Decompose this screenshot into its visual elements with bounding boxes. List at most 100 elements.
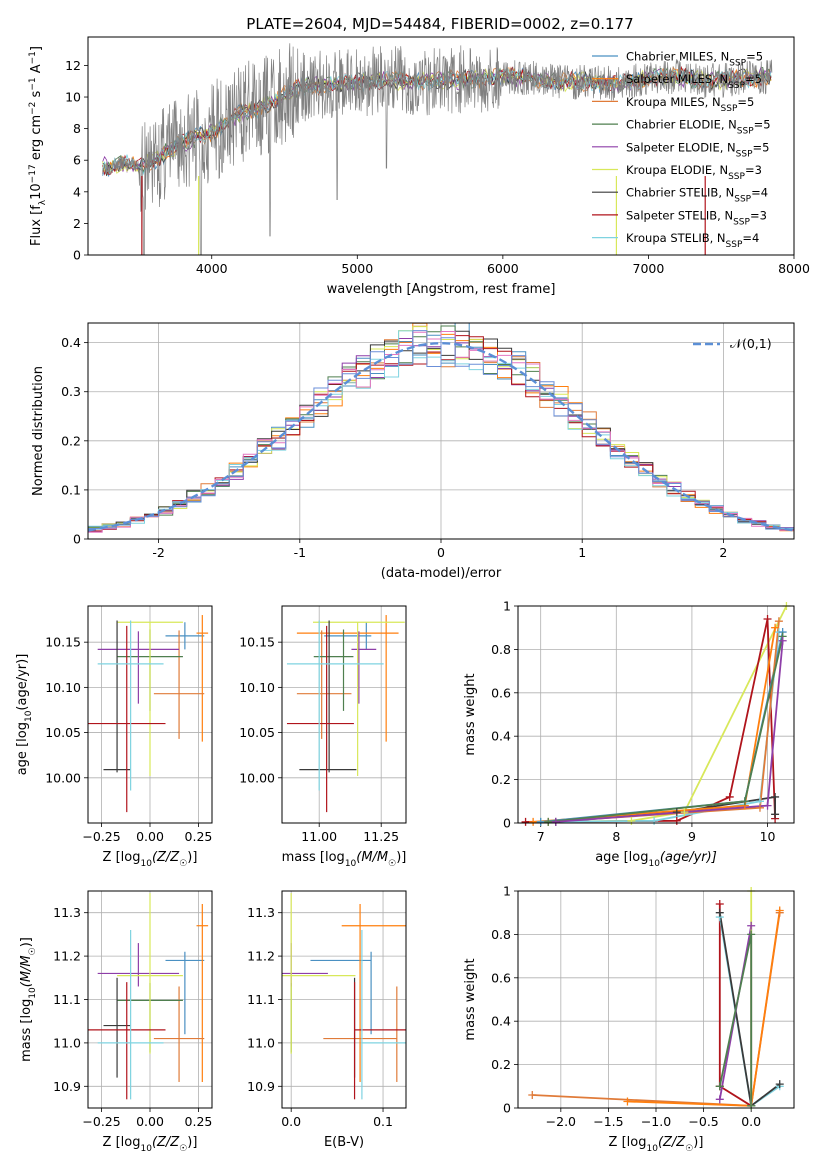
label-part: −2 xyxy=(28,102,38,115)
weight-marker xyxy=(774,617,783,626)
label-part: ☉ xyxy=(28,947,38,955)
axes-frame xyxy=(517,605,795,824)
weight-marker xyxy=(627,816,636,825)
weight-marker xyxy=(755,803,764,812)
x-axis-label: Z [log10(Z/Z☉)] xyxy=(609,1135,704,1154)
label-part: 10 xyxy=(345,859,357,869)
weight-marker xyxy=(778,636,787,645)
spectrum-panel: 4000 5000 6000 7000 8000 0 2 4 6 8 10 12 Chabrier MI… xyxy=(28,36,810,297)
legend-label-sub: SSP xyxy=(736,149,753,159)
y-tick-label: 10.05 xyxy=(239,725,275,740)
x-tick-label: −1.5 xyxy=(593,1114,623,1129)
x-tick-label: 5000 xyxy=(341,261,373,276)
legend-label-tail: =5 xyxy=(745,72,762,86)
y-tick-label: 0.1 xyxy=(61,482,81,497)
weight-marker xyxy=(528,1090,537,1099)
axes-frame xyxy=(87,605,213,824)
legend-label-tail: =5 xyxy=(753,140,770,154)
x-tick-label: −1.0 xyxy=(641,1114,671,1129)
y-tick-label: 12 xyxy=(65,58,81,73)
legend-label-main: Salpeter MILES, N xyxy=(626,72,728,86)
label-part: )] xyxy=(693,1135,703,1150)
y-tick-label: 0 xyxy=(73,248,81,263)
legend-label-tail: =3 xyxy=(745,163,762,177)
legend-label-main: Chabrier ELODIE, N xyxy=(626,118,737,132)
x-tick-label: 0.25 xyxy=(185,1114,213,1129)
label-part: )] xyxy=(187,850,197,865)
y-tick-label: 0.8 xyxy=(491,642,511,657)
x-tick-label: −0.25 xyxy=(82,829,120,844)
label-part: ] xyxy=(29,46,44,51)
weight-line xyxy=(555,640,784,823)
y-tick-label: 10.15 xyxy=(45,635,81,650)
weight-marker xyxy=(775,906,784,915)
legend-label: Salpeter STELIB, NSSP=3 xyxy=(626,208,767,227)
x-tick-label: 0.25 xyxy=(185,829,213,844)
x-tick-label: 8000 xyxy=(778,261,810,276)
y-axis-label: mass [log10(M/M☉)] xyxy=(19,937,38,1062)
label-part: (data-model)/error xyxy=(381,566,502,581)
label-part: age [log xyxy=(595,850,648,865)
legend-label-tail: =4 xyxy=(751,186,768,200)
axes-frame xyxy=(281,890,407,1109)
x-tick-label: 0.0 xyxy=(741,1114,761,1129)
label-part: −1 xyxy=(28,51,38,64)
x-tick-label: 2 xyxy=(719,545,727,560)
label-part: Z [log xyxy=(103,850,141,865)
label-part: age [log xyxy=(15,722,30,775)
normal-curve xyxy=(88,341,794,532)
weight-marker xyxy=(763,801,772,810)
weight-line xyxy=(540,606,788,823)
axes-frame xyxy=(87,322,795,540)
weight-line xyxy=(548,621,780,823)
mass_vs_EBV-plot-area xyxy=(282,893,406,1100)
legend-label-main: Salpeter ELODIE, N xyxy=(626,140,736,154)
x-tick-label: 4000 xyxy=(196,261,228,276)
label-part: erg cm xyxy=(29,115,44,164)
x-tick-label: 1 xyxy=(578,545,586,560)
x-axis-label: age [log10(age/yr)] xyxy=(595,850,717,869)
y-tick-label: 0.6 xyxy=(491,685,511,700)
mass_vs_EBV-panel: 0.0 0.1 10.9 11.0 11.1 11.2 11.3 E(B-V) xyxy=(247,890,407,1150)
axes-frame xyxy=(281,605,407,824)
weight-marker xyxy=(544,817,553,826)
y-tick-label: 11.1 xyxy=(247,992,275,1007)
y-tick-label: 10.10 xyxy=(239,680,275,695)
label-part: 10 xyxy=(140,1144,152,1154)
y-axis-label: age [log10(age/yr)] xyxy=(15,654,34,776)
x-tick-label: 0.00 xyxy=(136,1114,164,1129)
mass_vs_Z-plot-area xyxy=(88,893,209,1100)
y-tick-label: 11.0 xyxy=(53,1035,81,1050)
spectrum-plot-area xyxy=(102,43,773,255)
label-part: mass [log xyxy=(282,850,345,865)
label-part: 10 xyxy=(28,987,38,999)
label-part: (M/M xyxy=(19,955,34,987)
legend-label-sub: SSP xyxy=(721,104,738,114)
x-tick-label: -2 xyxy=(152,545,164,560)
weight-marker xyxy=(775,1080,784,1089)
y-tick-label: 10 xyxy=(65,90,81,105)
weight-marker xyxy=(551,817,560,826)
label-part: 10 xyxy=(646,1144,658,1154)
legend-label-main: Salpeter STELIB, N xyxy=(626,208,733,222)
legend-label-main: Chabrier STELIB, N xyxy=(626,186,734,200)
legend-label-main: Chabrier MILES, N xyxy=(626,50,729,64)
label-part: A xyxy=(29,64,44,77)
label-part: (Z/Z xyxy=(658,1135,686,1150)
legend-label-tail: =4 xyxy=(742,231,759,245)
legend-label: Kroupa MILES, NSSP=5 xyxy=(626,95,754,114)
label-part: )] xyxy=(187,1135,197,1150)
label-part: mass weight xyxy=(463,673,478,755)
y-tick-label: 11.3 xyxy=(247,905,275,920)
y-tick-label: 10.15 xyxy=(239,635,275,650)
weight-marker xyxy=(715,908,724,917)
label-part: mass [log xyxy=(19,999,34,1062)
weight-marker xyxy=(725,792,734,801)
x-tick-label: −0.25 xyxy=(82,1114,120,1129)
x-tick-label: 7 xyxy=(537,829,545,844)
x-tick-label: 10 xyxy=(760,829,776,844)
label-part: λ xyxy=(38,199,48,205)
